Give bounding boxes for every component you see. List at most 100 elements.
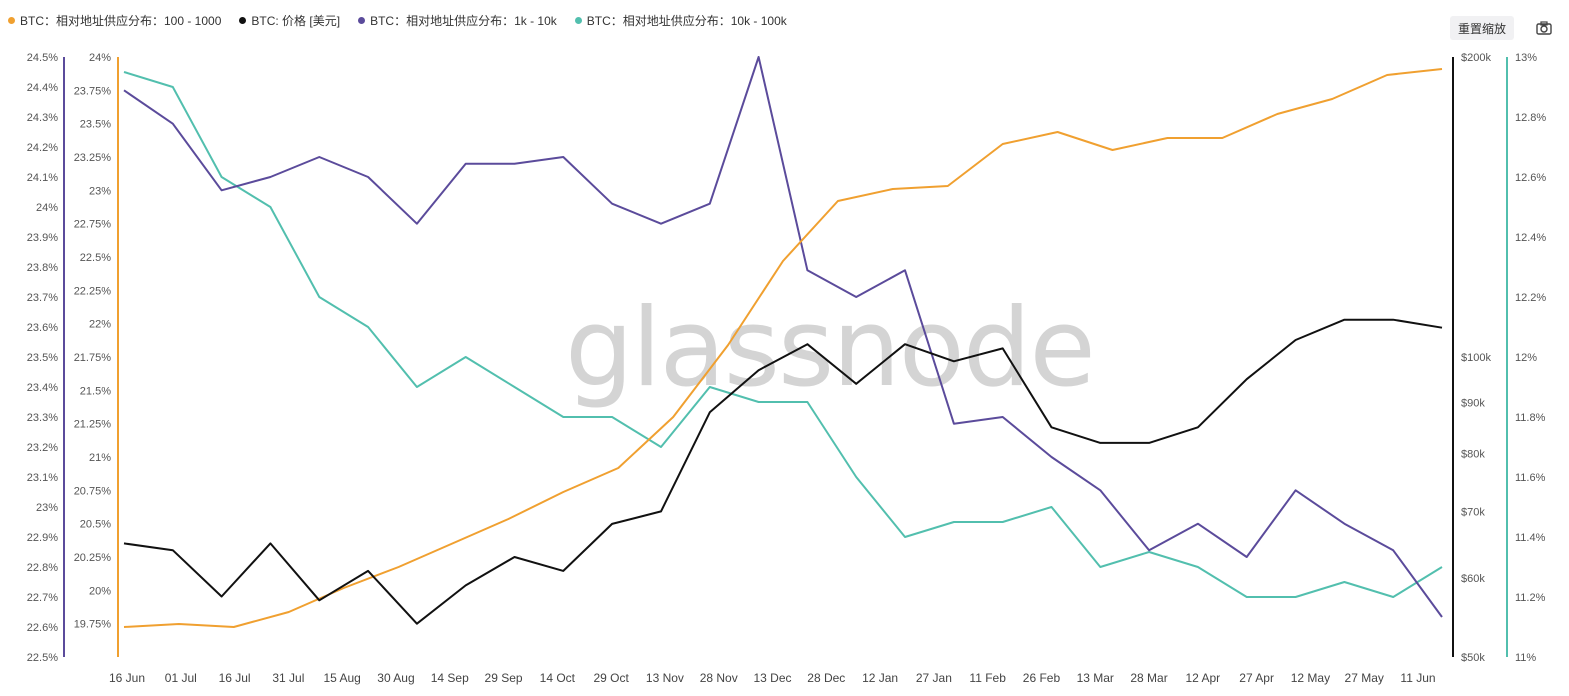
legend-item[interactable]: BTC：相对地址供应分布：100 - 1000: [8, 12, 221, 29]
purple-axis-tick: 21.25%: [74, 419, 112, 431]
legend-label: BTC：相对地址供应分布：1k - 10k: [370, 14, 557, 28]
purple-axis-tick: 20.25%: [74, 552, 112, 564]
purple-axis-tick: 24%: [89, 52, 111, 64]
purple-axis-tick: 22.75%: [74, 219, 112, 231]
price-axis-tick: $200k: [1461, 52, 1491, 64]
x-tick-label: 16 Jun: [109, 671, 145, 685]
purple-axis-tick: 22.5%: [80, 252, 111, 264]
orange_axis-tick: 22.6%: [27, 622, 58, 634]
x-tick-label: 13 Dec: [753, 671, 791, 685]
x-tick-label: 30 Aug: [377, 671, 414, 685]
orange_axis-tick: 23.5%: [27, 352, 58, 364]
legend-swatch: [239, 17, 247, 24]
purple-axis-tick: 20.5%: [80, 519, 111, 531]
x-tick-label: 13 Nov: [646, 671, 684, 685]
teal_axis-tick: 12.8%: [1515, 112, 1546, 124]
x-tick-label: 12 May: [1291, 671, 1330, 685]
x-tick-label: 29 Sep: [485, 671, 523, 685]
orange_axis-tick: 23%: [36, 502, 58, 514]
teal_axis-tick: 11.6%: [1515, 472, 1546, 484]
legend-item[interactable]: BTC：相对地址供应分布：1k - 10k: [358, 12, 557, 29]
orange_axis-tick: 24%: [36, 202, 58, 214]
x-tick-label: 16 Jul: [219, 671, 251, 685]
purple-axis-tick: 23%: [89, 185, 111, 197]
purple-axis-tick: 22%: [89, 319, 111, 331]
watermark: glassnode: [565, 286, 1094, 411]
legend-item[interactable]: BTC: 价格 [美元]: [239, 12, 340, 29]
price-axis-tick: $60k: [1461, 573, 1485, 585]
legend-swatch: [574, 17, 582, 24]
x-axis: 16 Jun 01 Jul 16 Jul 31 Jul 15 Aug 30 Aug 14 S…: [109, 671, 1436, 685]
orange-series-line: [123, 68, 1443, 628]
teal_axis-tick: 12%: [1515, 352, 1537, 364]
purple-axis-tick: 22.25%: [74, 285, 112, 297]
orange_axis-tick: 22.5%: [27, 652, 58, 664]
x-tick-label: 28 Dec: [807, 671, 845, 685]
orange_axis-tick: 22.7%: [27, 592, 58, 604]
purple-series-line: [123, 56, 1443, 618]
purple-axis-tick: 20.75%: [74, 485, 112, 497]
price-axis-tick: $80k: [1461, 449, 1485, 461]
x-tick-label: 14 Sep: [431, 671, 469, 685]
legend-label: BTC：相对地址供应分布：10k - 100k: [586, 14, 787, 28]
left-axes: 24% 23.75% 23.5% 23.25% 23% 22.75% 22.5% 22.25%…: [27, 52, 119, 664]
x-tick-label: 31 Jul: [272, 671, 304, 685]
x-tick-label: 12 Apr: [1185, 671, 1220, 685]
purple-axis-tick: 19.75%: [74, 619, 112, 631]
legend-label: BTC：相对地址供应分布：100 - 1000: [20, 14, 222, 28]
orange_axis-tick: 22.9%: [27, 532, 58, 544]
teal_axis-tick: 12.4%: [1515, 232, 1546, 244]
x-tick-label: 14 Oct: [540, 671, 576, 685]
x-tick-label: 12 Jan: [862, 671, 898, 685]
legend-swatch: [358, 17, 366, 24]
right-axes: 13% 12.8% 12.6% 12.4% 12.2% 12% 11.8% 11.6% 11.4…: [1452, 52, 1546, 664]
purple-axis-tick: 20%: [89, 585, 111, 597]
legend-swatch: [8, 17, 15, 24]
purple-axis-tick: 21%: [89, 452, 111, 464]
purple-axis-tick: 23.25%: [74, 152, 112, 164]
teal_axis-tick: 11%: [1515, 652, 1536, 664]
purple-axis-tick: 21.75%: [74, 352, 112, 364]
orange_axis-tick: 23.9%: [27, 232, 58, 244]
teal-series-line: [123, 71, 1443, 598]
teal_axis-tick: 11.2%: [1515, 592, 1546, 604]
legend-label: BTC: 价格 [美元]: [251, 14, 341, 28]
reset-zoom-button[interactable]: 重置缩放: [1450, 16, 1514, 40]
orange_axis-tick: 23.8%: [27, 262, 58, 274]
x-tick-label: 28 Mar: [1130, 671, 1167, 685]
teal_axis-tick: 11.8%: [1515, 412, 1546, 424]
x-tick-label: 11 Jun: [1400, 671, 1435, 685]
purple-axis-tick: 23.75%: [74, 85, 112, 97]
orange_axis-tick: 23.6%: [27, 322, 58, 334]
price-axis-tick: $50k: [1461, 652, 1485, 664]
x-tick-label: 27 May: [1345, 671, 1384, 685]
x-tick-label: 27 Jan: [916, 671, 952, 685]
purple-axis-tick: 23.5%: [80, 119, 111, 131]
chart-legend: BTC：相对地址供应分布：100 - 1000 BTC: 价格 [美元] BTC：相…: [8, 12, 787, 29]
x-tick-label: 28 Nov: [700, 671, 738, 685]
x-tick-label: 27 Apr: [1239, 671, 1274, 685]
purple-axis-tick: 21.5%: [80, 385, 111, 397]
x-tick-label: 13 Mar: [1077, 671, 1114, 685]
teal_axis-tick: 12.6%: [1515, 172, 1546, 184]
orange_axis-tick: 23.4%: [27, 382, 58, 394]
x-tick-label: 29 Oct: [593, 671, 629, 685]
orange_axis-tick: 23.3%: [27, 412, 58, 424]
price-axis-tick: $100k: [1461, 352, 1491, 364]
orange_axis-tick: 23.7%: [27, 292, 58, 304]
teal_axis-tick: 11.4%: [1515, 532, 1546, 544]
orange_axis-tick: 24.5%: [27, 52, 58, 64]
camera-icon[interactable]: [1534, 18, 1554, 38]
orange_axis-tick: 24.2%: [27, 142, 58, 154]
x-tick-label: 01 Jul: [165, 671, 197, 685]
price-series-line: [123, 318, 1443, 625]
orange_axis-tick: 24.1%: [27, 172, 58, 184]
orange_axis-tick: 24.4%: [27, 82, 58, 94]
legend-item[interactable]: BTC：相对地址供应分布：10k - 100k: [574, 12, 787, 29]
orange_axis-tick: 23.2%: [27, 442, 58, 454]
x-tick-label: 26 Feb: [1023, 671, 1061, 685]
orange_axis-tick: 24.3%: [27, 112, 58, 124]
orange_axis-tick: 23.1%: [27, 472, 58, 484]
series-lines: [123, 56, 1443, 628]
